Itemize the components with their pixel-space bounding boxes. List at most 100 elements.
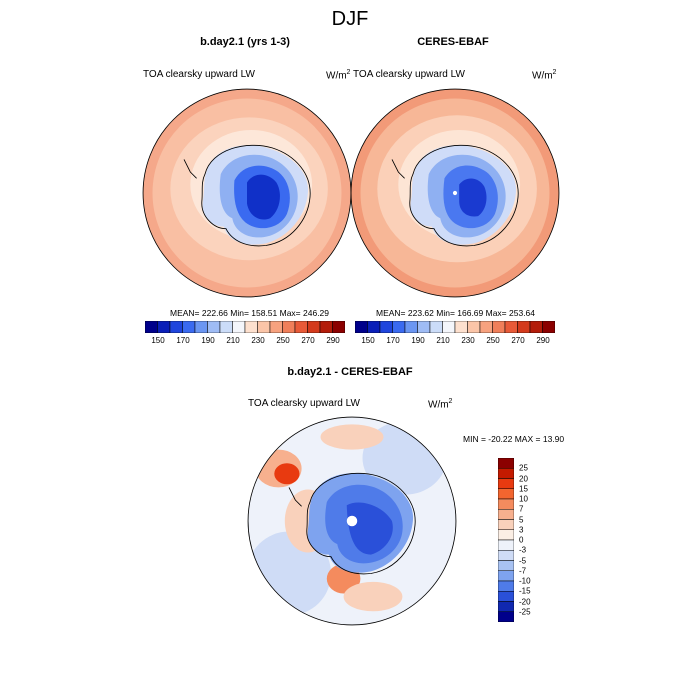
colorbar-swatch xyxy=(498,539,514,551)
colorbar-tick-label: 290 xyxy=(326,336,340,345)
colorbar-tick-label: 230 xyxy=(251,336,265,345)
colorbar-tick-label: 25 xyxy=(519,463,528,473)
panel-1-variable: TOA clearsky upward LW xyxy=(143,69,255,80)
colorbar-swatch xyxy=(517,321,531,333)
colorbar-swatch xyxy=(498,611,514,622)
colorbar-tick-label: 20 xyxy=(519,474,528,483)
colorbar-difference-labels: 25 20 15 10 7 5 3 0 -3 -5 -7 -10 -15 -20 -25 xyxy=(519,458,559,622)
colorbar-tick-label: 250 xyxy=(276,336,290,345)
colorbar-tick-label: 10 xyxy=(519,494,528,504)
colorbar-tick-label: 5 xyxy=(519,515,524,524)
colorbar-tick-label: -20 xyxy=(519,597,531,606)
colorbar-difference xyxy=(498,458,514,622)
colorbar-tick-label: -5 xyxy=(519,556,527,565)
colorbar-tick-label: 230 xyxy=(461,336,475,345)
colorbar-panel-2-labels: 150 170 190 210 230 250 270 290 xyxy=(355,336,555,348)
difference-title: b.day2.1 - CERES-EBAF xyxy=(287,366,413,378)
colorbar-swatch xyxy=(498,550,514,561)
colorbar-swatch xyxy=(529,321,543,333)
colorbar-swatch xyxy=(498,478,514,489)
colorbar-swatch xyxy=(232,321,246,333)
colorbar-swatch xyxy=(194,321,208,333)
colorbar-panel-1-labels: 150 170 190 210 230 250 270 290 xyxy=(145,336,345,348)
colorbar-swatch xyxy=(498,458,514,469)
panel-2-variable: TOA clearsky upward LW xyxy=(353,69,465,80)
colorbar-tick-label: 190 xyxy=(411,336,425,345)
colorbar-swatch xyxy=(404,321,418,333)
colorbar-swatch xyxy=(307,321,321,333)
panel-1-title: b.day2.1 (yrs 1-3) xyxy=(200,36,290,48)
colorbar-swatch xyxy=(492,321,506,333)
colorbar-swatch xyxy=(454,321,468,333)
colorbar-swatch xyxy=(244,321,258,333)
colorbar-tick-label: 15 xyxy=(519,484,528,494)
colorbar-tick-label: 3 xyxy=(519,525,524,535)
colorbar-tick-label: 270 xyxy=(511,336,525,345)
colorbar-swatch xyxy=(257,321,271,333)
colorbar-swatch xyxy=(479,321,493,333)
colorbar-swatch xyxy=(467,321,481,333)
colorbar-swatch xyxy=(429,321,443,333)
colorbar-tick-label: 210 xyxy=(436,336,450,345)
colorbar-swatch xyxy=(319,321,333,333)
difference-units: W/m2 xyxy=(428,398,453,411)
colorbar-swatch xyxy=(498,509,514,520)
colorbar-swatch xyxy=(269,321,283,333)
colorbar-swatch xyxy=(498,468,514,479)
colorbar-swatch xyxy=(157,321,171,333)
colorbar-tick-label: -7 xyxy=(519,566,527,576)
colorbar-swatch xyxy=(392,321,406,333)
colorbar-tick-label: 170 xyxy=(386,336,400,345)
colorbar-tick-label: 7 xyxy=(519,504,524,514)
colorbar-tick-label: 250 xyxy=(486,336,500,345)
colorbar-swatch xyxy=(498,580,514,592)
panel-2-units: W/m2 xyxy=(532,69,557,82)
colorbar-swatch xyxy=(417,321,431,333)
difference-stats: MIN = -20.22 MAX = 13.90 xyxy=(463,434,565,444)
colorbar-swatch xyxy=(504,321,518,333)
colorbar-swatch xyxy=(498,529,514,541)
colorbar-swatch xyxy=(367,321,381,333)
colorbar-tick-label: -3 xyxy=(519,545,527,555)
map-panel-1 xyxy=(142,88,352,298)
colorbar-swatch xyxy=(498,570,514,582)
colorbar-swatch xyxy=(355,321,368,333)
colorbar-tick-label: 150 xyxy=(361,336,375,345)
colorbar-swatch xyxy=(332,321,345,333)
map-difference xyxy=(247,416,457,626)
colorbar-swatch xyxy=(219,321,233,333)
colorbar-swatch xyxy=(145,321,158,333)
colorbar-tick-label: 0 xyxy=(519,535,524,545)
colorbar-swatch xyxy=(294,321,308,333)
colorbar-panel-1 xyxy=(145,321,345,333)
colorbar-swatch xyxy=(207,321,221,333)
colorbar-tick-label: 210 xyxy=(226,336,240,345)
colorbar-tick-label: -25 xyxy=(519,607,531,617)
map-panel-2 xyxy=(350,88,560,298)
panel-1-stats: MEAN= 222.66 Min= 158.51 Max= 246.29 xyxy=(170,308,330,318)
colorbar-swatch xyxy=(498,591,514,602)
colorbar-tick-label: 270 xyxy=(301,336,315,345)
colorbar-swatch xyxy=(498,560,514,571)
colorbar-swatch xyxy=(379,321,393,333)
difference-variable: TOA clearsky upward LW xyxy=(248,398,360,409)
colorbar-tick-label: 290 xyxy=(536,336,550,345)
colorbar-tick-label: 150 xyxy=(151,336,165,345)
colorbar-swatch xyxy=(542,321,555,333)
panel-2-stats: MEAN= 223.62 Min= 166.69 Max= 253.64 xyxy=(376,308,536,318)
colorbar-swatch xyxy=(442,321,456,333)
colorbar-panel-2 xyxy=(355,321,555,333)
colorbar-swatch xyxy=(182,321,196,333)
colorbar-swatch xyxy=(498,519,514,530)
main-title: DJF xyxy=(331,8,369,30)
colorbar-swatch xyxy=(169,321,183,333)
colorbar-tick-label: 190 xyxy=(201,336,215,345)
colorbar-tick-label: -15 xyxy=(519,586,531,596)
colorbar-tick-label: -10 xyxy=(519,576,531,586)
colorbar-swatch xyxy=(282,321,296,333)
panel-2-title: CERES-EBAF xyxy=(417,36,489,48)
colorbar-swatch xyxy=(498,498,514,510)
colorbar-swatch xyxy=(498,601,514,612)
colorbar-swatch xyxy=(498,488,514,500)
colorbar-tick-label: 170 xyxy=(176,336,190,345)
